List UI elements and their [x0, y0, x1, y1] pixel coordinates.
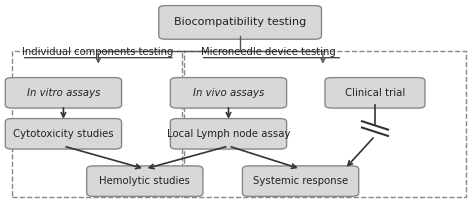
Bar [12, 51, 182, 197]
FancyBboxPatch shape [170, 78, 287, 108]
FancyBboxPatch shape [159, 6, 321, 39]
Text: Microneedle device testing: Microneedle device testing [201, 47, 335, 57]
Text: Hemolytic studies: Hemolytic studies [100, 176, 190, 186]
Text: Local Lymph node assay: Local Lymph node assay [167, 129, 290, 139]
Text: In vivo assays: In vivo assays [193, 88, 264, 98]
FancyBboxPatch shape [87, 166, 203, 196]
Bar [184, 51, 465, 197]
FancyBboxPatch shape [170, 119, 287, 149]
Text: Clinical trial: Clinical trial [345, 88, 405, 98]
FancyBboxPatch shape [5, 119, 121, 149]
FancyBboxPatch shape [325, 78, 425, 108]
FancyBboxPatch shape [242, 166, 359, 196]
Text: Cytotoxicity studies: Cytotoxicity studies [13, 129, 114, 139]
Text: Systemic response: Systemic response [253, 176, 348, 186]
Text: Biocompatibility testing: Biocompatibility testing [174, 17, 306, 27]
Text: Individual components testing: Individual components testing [22, 47, 173, 57]
Text: In vitro assays: In vitro assays [27, 88, 100, 98]
FancyBboxPatch shape [5, 78, 121, 108]
